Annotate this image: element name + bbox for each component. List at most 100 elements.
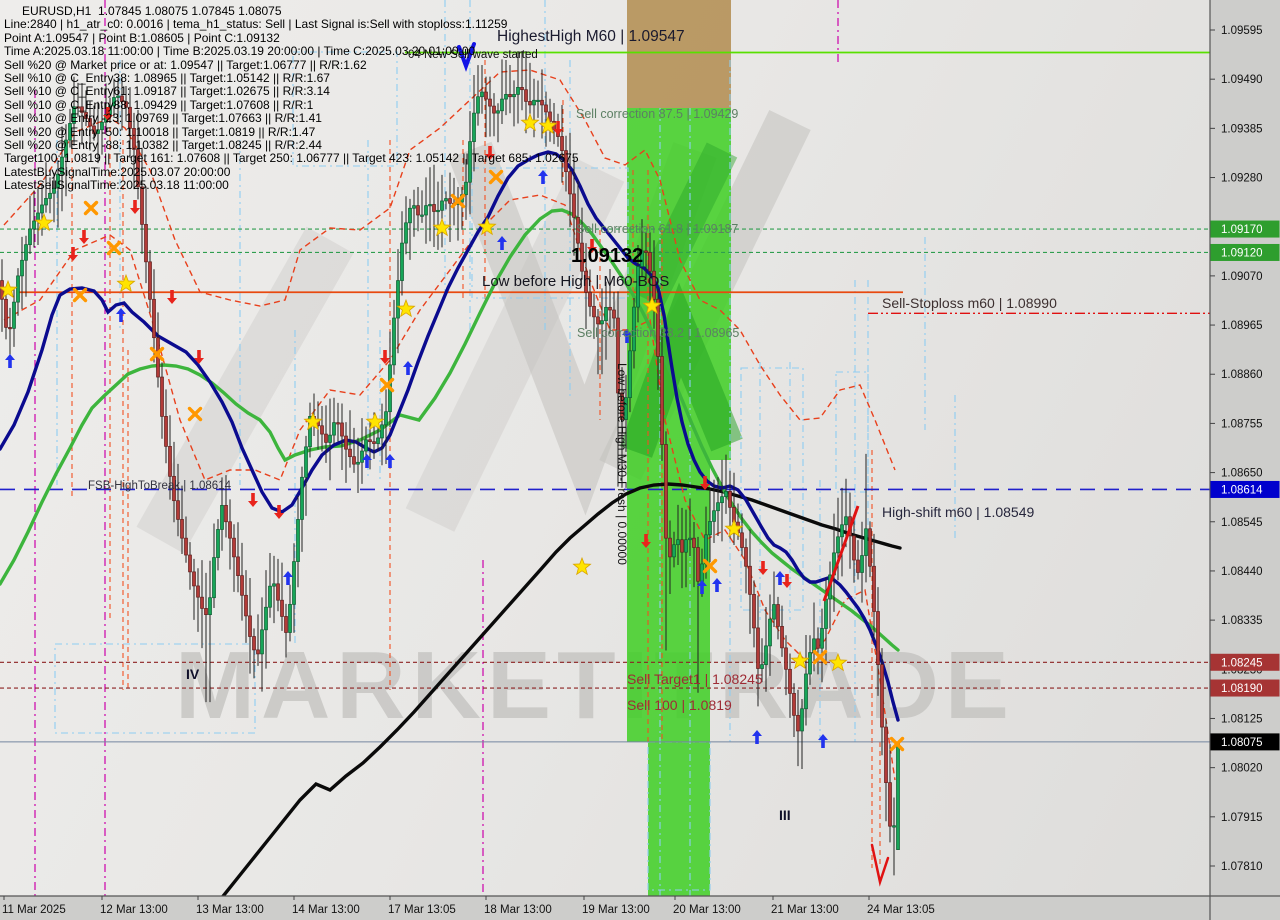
buy-arrow-icon xyxy=(116,308,126,322)
cross-icon xyxy=(83,200,99,216)
cross-icon xyxy=(889,736,905,752)
buy-arrow-icon xyxy=(697,580,707,594)
sell-arrow-icon xyxy=(641,534,651,548)
signal-info-panel: EURUSD,H1 1.07845 1.08075 1.07845 1.0807… xyxy=(4,4,579,193)
bos-label: Low before High | M60-BOS xyxy=(482,273,669,290)
info-line: LatestSellSignalTime:2025.03.18 11:00:00 xyxy=(4,178,229,193)
upper-envelope-line xyxy=(3,69,896,471)
star-icon xyxy=(520,112,540,132)
star-icon xyxy=(365,411,385,431)
price-axis-label: 1.08125 xyxy=(1221,713,1263,725)
star-icon xyxy=(116,273,136,293)
info-line: Sell %10 @ C_Entry38: 1.08965 || Target:… xyxy=(4,71,330,86)
fresh-low-label: Low before High M30-Fresh | 0.00000 xyxy=(615,363,629,565)
price-axis-label: 1.09385 xyxy=(1221,123,1263,135)
highest-high-label: HighestHigh M60 | 1.09547 xyxy=(497,28,685,45)
pattern-box xyxy=(292,51,398,167)
info-line: Sell %10 @ C_Entry88: 1.09429 || Target:… xyxy=(4,97,314,112)
pattern-box xyxy=(471,167,629,299)
star-icon xyxy=(396,298,416,318)
price-badge-label: 1.09120 xyxy=(1221,247,1263,259)
star-icon xyxy=(538,115,558,135)
price-axis-label: 1.09070 xyxy=(1221,271,1263,283)
info-line: Point A:1.09547 | Point B:1.08605 | Poin… xyxy=(4,30,280,45)
price-badge-black xyxy=(1210,733,1280,751)
star-icon xyxy=(0,279,18,299)
cross-icon xyxy=(106,240,122,256)
sell-arrow-icon xyxy=(274,505,284,519)
price-badge-green xyxy=(1210,220,1280,238)
signal-band-green xyxy=(627,460,710,742)
buy-arrow-icon xyxy=(283,571,293,585)
star-icon xyxy=(642,295,662,315)
sell-100-label: Sell 100 | 1.0819 xyxy=(627,697,732,713)
price-axis-label: 1.09595 xyxy=(1221,25,1263,37)
star-icon xyxy=(572,556,592,576)
slow-ma-line xyxy=(203,482,902,920)
fsb-label: FSB-HighToBreak | 1.08614 xyxy=(88,480,232,492)
time-axis-label: 12 Mar 13:00 xyxy=(100,904,168,916)
price-badge-blue xyxy=(1210,480,1280,498)
check-drawing[interactable] xyxy=(870,843,890,887)
price-badge-green xyxy=(1210,243,1280,261)
sell-arrow-icon xyxy=(167,290,177,304)
star-icon xyxy=(828,652,848,672)
time-axis-label: 21 Mar 13:00 xyxy=(771,904,839,916)
info-line: Sell %20 @ Entry -50: 1.10018 || Target:… xyxy=(4,124,316,139)
price-badge-label: 1.08614 xyxy=(1221,484,1263,496)
price-badge-maroon xyxy=(1210,679,1280,697)
buy-arrow-icon xyxy=(775,571,785,585)
price-axis[interactable] xyxy=(1210,0,1280,920)
cross-icon xyxy=(812,649,828,665)
time-axis-label: 11 Mar 2025 xyxy=(2,904,66,916)
sell-arrow-icon xyxy=(130,200,140,214)
info-line: Time A:2025.03.18 11:00:00 | Time B:2025… xyxy=(4,44,476,59)
sell-arrow-icon xyxy=(782,574,792,588)
fast-ma-line xyxy=(0,150,900,722)
point-c-price-label: 1.09132 xyxy=(571,245,643,267)
wave-check-drawing[interactable] xyxy=(457,42,476,72)
signal-band-green xyxy=(648,742,710,896)
buy-arrow-icon xyxy=(752,730,762,744)
pattern-box xyxy=(647,741,711,891)
cross-icon xyxy=(187,406,203,422)
buy-arrow-icon xyxy=(622,329,632,343)
sell-arrow-icon xyxy=(380,350,390,364)
cross-icon xyxy=(702,558,718,574)
wave-iv-label: IV xyxy=(186,666,200,682)
buy-arrow-icon xyxy=(362,454,372,468)
info-line: EURUSD,H1 1.07845 1.08075 1.07845 1.0807… xyxy=(22,4,282,18)
price-axis-label: 1.08545 xyxy=(1221,517,1263,529)
cross-icon xyxy=(450,193,466,209)
sell-arrow-icon xyxy=(700,476,710,490)
watermark-ribbon xyxy=(136,226,354,554)
buy-arrow-icon xyxy=(385,454,395,468)
price-badge-label: 1.08190 xyxy=(1221,683,1263,695)
sell-arrow-icon xyxy=(194,350,204,364)
time-axis-label: 18 Mar 13:00 xyxy=(484,904,552,916)
price-axis-label: 1.08860 xyxy=(1221,369,1263,381)
pattern-box xyxy=(835,371,869,493)
info-line: Sell %10 @ Entry -23: 1.09769 || Target:… xyxy=(4,111,322,126)
time-axis[interactable] xyxy=(0,896,1210,920)
buy-arrow-icon xyxy=(818,734,828,748)
info-line: Sell %20 @ Entry -88: 1.10382 || Target:… xyxy=(4,138,322,153)
new-sell-wave-label: 04 New Sell wave started xyxy=(408,49,538,61)
price-axis-label: 1.09490 xyxy=(1221,74,1263,86)
sell-arrow-icon xyxy=(248,493,258,507)
price-axis-label: 1.08755 xyxy=(1221,418,1263,430)
cross-icon xyxy=(379,377,395,393)
trendline-drawing[interactable] xyxy=(822,505,860,602)
price-axis-label: 1.08440 xyxy=(1221,566,1263,578)
sell-target1-label: Sell Target1 | 1.08245 xyxy=(627,671,763,687)
price-axis-label: 1.08020 xyxy=(1221,763,1263,775)
buy-arrow-icon xyxy=(403,361,413,375)
high-shift-label: High-shift m60 | 1.08549 xyxy=(882,504,1034,520)
star-icon xyxy=(303,411,323,431)
wave-iii-label: III xyxy=(779,807,791,823)
time-axis-label: 13 Mar 13:00 xyxy=(196,904,264,916)
info-line: Target100: 1.0819 || Target 161: 1.07608… xyxy=(4,151,579,166)
band-logo-shade xyxy=(620,282,743,458)
